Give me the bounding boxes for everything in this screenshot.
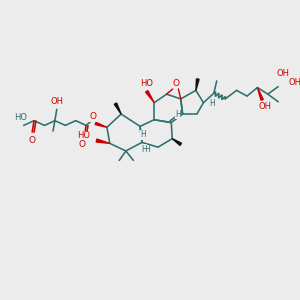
Text: H: H [175, 110, 181, 118]
Polygon shape [172, 139, 182, 145]
Text: H: H [144, 146, 150, 154]
Text: H: H [141, 145, 147, 154]
Text: OH: OH [277, 69, 290, 78]
Polygon shape [114, 103, 121, 114]
Text: OH: OH [259, 102, 272, 111]
Text: OH: OH [289, 78, 300, 87]
Text: O: O [79, 140, 86, 149]
Polygon shape [146, 91, 154, 103]
Text: O: O [172, 79, 179, 88]
Polygon shape [95, 122, 107, 127]
Text: HO: HO [140, 79, 153, 88]
Polygon shape [257, 88, 263, 100]
Text: HO: HO [77, 131, 90, 140]
Text: H: H [209, 99, 215, 108]
Text: O: O [29, 136, 36, 145]
Polygon shape [196, 79, 199, 90]
Text: O: O [89, 112, 96, 122]
Text: OH: OH [50, 97, 63, 106]
Polygon shape [96, 139, 110, 143]
Text: HO: HO [14, 113, 27, 122]
Text: H: H [140, 130, 146, 140]
